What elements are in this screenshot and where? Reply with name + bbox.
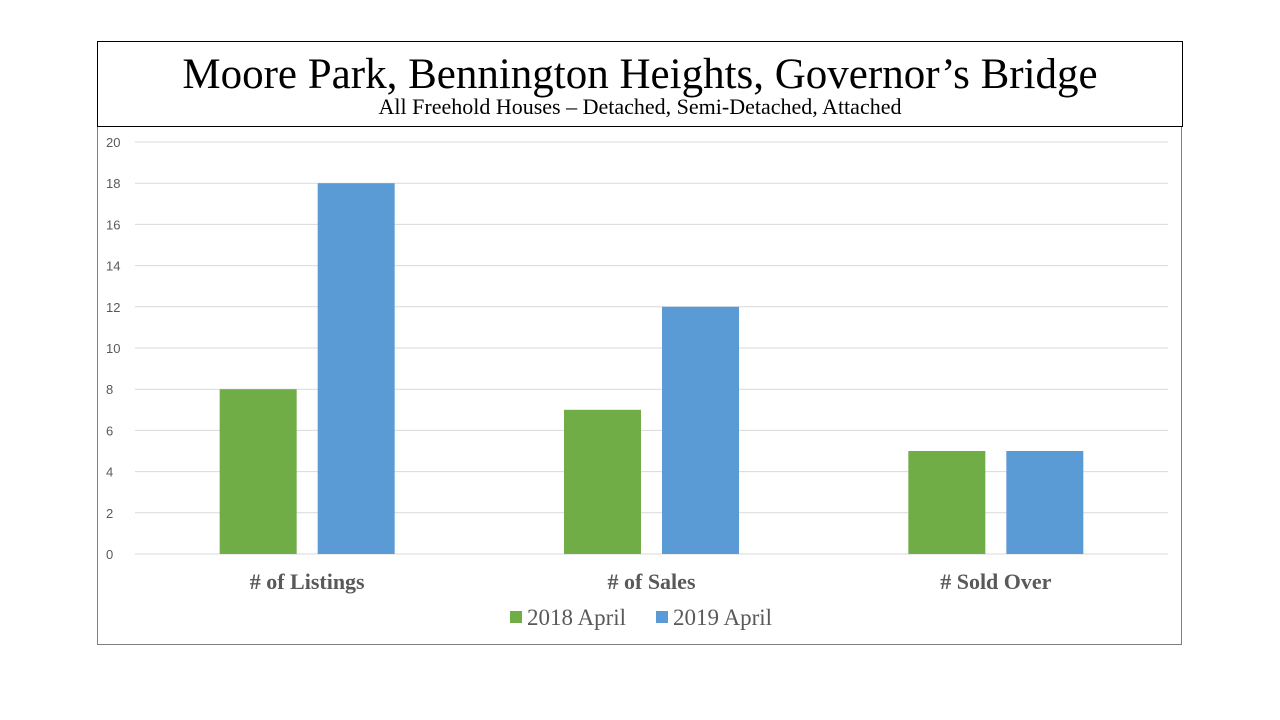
gridlines — [135, 141, 1168, 555]
y-tick-label: 8 — [106, 382, 113, 397]
chart-title: Moore Park, Bennington Heights, Governor… — [182, 51, 1098, 98]
y-tick-label: 16 — [106, 217, 120, 232]
x-axis-categories: # of Listings # of Sales # Sold Over — [250, 569, 1052, 594]
bar-2018-april — [908, 451, 986, 554]
legend-label: 2018 April — [527, 605, 626, 630]
category-label: # Sold Over — [940, 569, 1051, 594]
bar-2018-april — [219, 389, 297, 554]
bar-2019-april — [1006, 451, 1084, 554]
title-box: Moore Park, Bennington Heights, Governor… — [97, 41, 1183, 127]
y-tick-label: 14 — [106, 259, 120, 274]
y-axis-ticks: 0 2 4 6 8 10 12 14 16 18 20 — [106, 135, 120, 562]
bar-2018-april — [564, 409, 641, 554]
y-tick-label: 18 — [106, 176, 120, 191]
legend-label: 2019 April — [673, 605, 772, 630]
bar-2019-april — [317, 183, 395, 554]
bar-2019-april — [662, 306, 739, 554]
bars — [219, 183, 1084, 554]
legend-swatch — [656, 611, 668, 623]
y-tick-label: 10 — [106, 341, 120, 356]
legend-swatch — [510, 611, 522, 623]
y-tick-label: 20 — [106, 135, 120, 150]
category-label: # of Sales — [608, 569, 696, 594]
chart-subtitle: All Freehold Houses – Detached, Semi-Det… — [378, 94, 902, 119]
y-tick-label: 6 — [106, 423, 113, 438]
y-tick-label: 2 — [106, 506, 113, 521]
y-tick-label: 0 — [106, 547, 113, 562]
y-tick-label: 4 — [106, 465, 113, 480]
legend: 2018 April 2019 April — [510, 605, 772, 630]
y-tick-label: 12 — [106, 300, 120, 315]
category-label: # of Listings — [250, 569, 365, 594]
